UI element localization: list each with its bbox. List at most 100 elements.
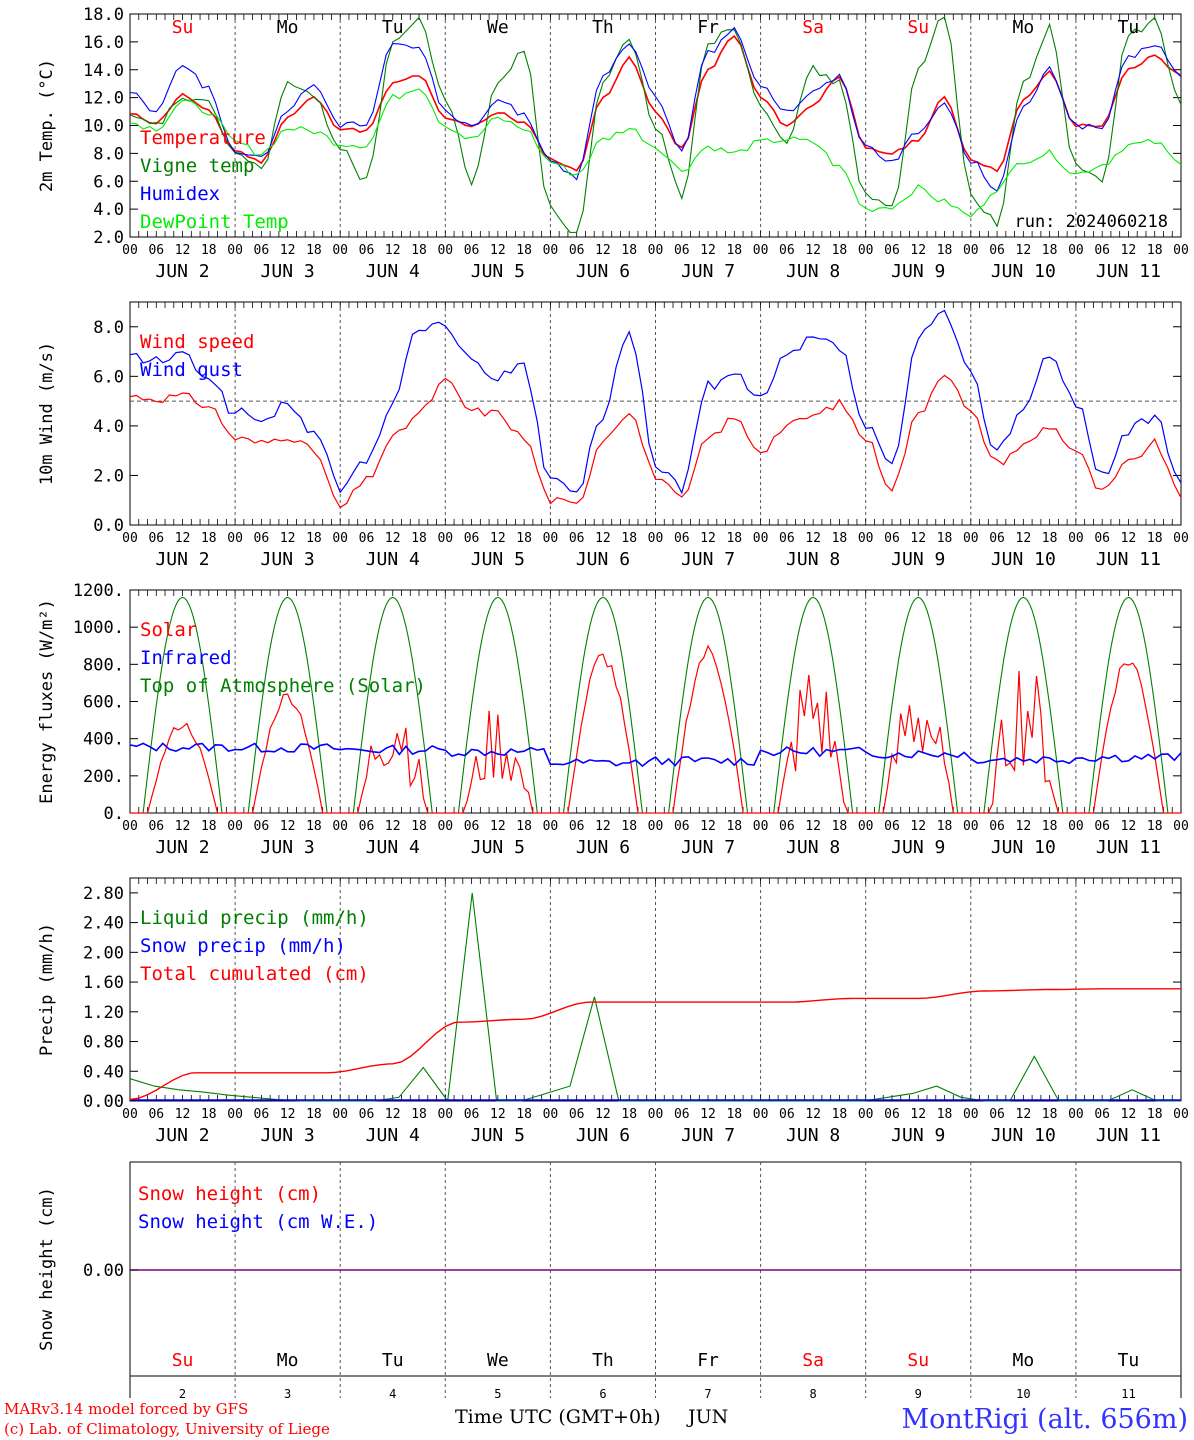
- hour-tick-label: 18: [937, 243, 953, 258]
- hour-tick-label: 12: [910, 531, 926, 546]
- hour-tick-label: 06: [254, 819, 270, 834]
- hour-tick-label: 12: [595, 531, 611, 546]
- weekday-label: Fr: [697, 1350, 719, 1371]
- series-wind-gust-line: [129, 309, 1182, 495]
- hour-tick-label: 06: [779, 819, 795, 834]
- y-tick-label: 0.80: [83, 1033, 124, 1053]
- y-tick-label: 200.: [83, 767, 124, 787]
- hour-tick-label: 06: [254, 531, 270, 546]
- station-label: MontRigi (alt. 656m): [901, 1404, 1188, 1435]
- x-axis-title: Time UTC (GMT+0h): [455, 1406, 661, 1428]
- legend-entry: Temperature: [140, 127, 266, 149]
- credit-line-1: MARv3.14 model forced by GFS: [4, 1400, 248, 1418]
- legend-entry: Solar: [140, 619, 197, 641]
- hour-tick-label: 00: [332, 1107, 348, 1122]
- hour-tick-label: 12: [805, 531, 821, 546]
- hour-tick-label: 00: [963, 243, 979, 258]
- wind-panel: 00 06 12 18 00 06 12 18 00 06 12 18 00 06 12 18 00 06 12 18…: [37, 301, 1189, 570]
- hour-tick-label: 06: [674, 1107, 690, 1122]
- hour-tick-label: 12: [910, 819, 926, 834]
- y-tick-label: 600.: [83, 693, 124, 713]
- y-axis-label: Energy fluxes (W/m²): [37, 599, 57, 804]
- hour-tick-label: 00: [1068, 531, 1084, 546]
- weekday-label: We: [487, 17, 509, 38]
- credit-line-2: (c) Lab. of Climatology, University of L…: [4, 1420, 330, 1438]
- y-axis-label: Snow height (cm): [37, 1187, 57, 1351]
- hour-tick-label: 00: [858, 531, 874, 546]
- series-solar-line: [130, 644, 1181, 814]
- hour-tick-label: 12: [1121, 531, 1137, 546]
- hour-tick-label: 06: [148, 819, 164, 834]
- hour-tick-label: 12: [490, 1107, 506, 1122]
- date-label: JUN 2: [155, 1125, 209, 1146]
- weekday-label: Mo: [1013, 1350, 1035, 1371]
- hour-tick-label: 12: [700, 243, 716, 258]
- hour-tick-label: 00: [753, 1107, 769, 1122]
- hour-tick-label: 18: [306, 531, 322, 546]
- hour-tick-label: 18: [1147, 819, 1163, 834]
- hour-tick-label: 18: [1147, 1107, 1163, 1122]
- hour-tick-label: 18: [306, 1107, 322, 1122]
- hour-tick-label: 06: [1094, 243, 1110, 258]
- hour-tick-label: 12: [595, 243, 611, 258]
- temperature-panel: 00 06 12 18 00 06 12 18 00 06 12 18 00 06 12 18 00 06 12 18…: [37, 5, 1189, 282]
- date-label: JUN 2: [155, 837, 209, 858]
- hour-tick-label: 00: [858, 819, 874, 834]
- day-number-label: 11: [1121, 1387, 1135, 1401]
- day-number-label: 5: [494, 1387, 501, 1401]
- hour-tick-label: 18: [832, 531, 848, 546]
- hour-tick-label: 06: [1094, 1107, 1110, 1122]
- hour-tick-label: 12: [805, 243, 821, 258]
- hour-tick-label: 06: [884, 243, 900, 258]
- hour-tick-label: 18: [937, 1107, 953, 1122]
- hour-tick-label: 06: [464, 243, 480, 258]
- y-tick-label: 0.40: [83, 1062, 124, 1082]
- date-label: JUN 8: [786, 261, 840, 282]
- hour-tick-label: 00: [1068, 1107, 1084, 1122]
- date-label: JUN 6: [576, 1125, 630, 1146]
- panel-frame: [129, 13, 1182, 238]
- hour-tick-label: 06: [674, 243, 690, 258]
- date-label: JUN 8: [786, 1125, 840, 1146]
- hour-tick-label: 18: [937, 531, 953, 546]
- run-label: run: 2024060218: [1014, 212, 1168, 232]
- series-liquid-precip-line: [129, 892, 1181, 1103]
- hour-tick-label: 00: [648, 243, 664, 258]
- hour-tick-label: 12: [700, 819, 716, 834]
- hour-tick-label: 00: [437, 531, 453, 546]
- weekday-label: Tu: [382, 17, 404, 38]
- weekday-label: Fr: [697, 17, 719, 38]
- legend-entry: Wind speed: [140, 331, 254, 353]
- hour-tick-label: 06: [464, 531, 480, 546]
- hour-tick-label: 06: [359, 243, 375, 258]
- date-label: JUN 11: [1096, 1125, 1161, 1146]
- y-tick-label: 6.0: [93, 367, 124, 387]
- hour-tick-label: 12: [490, 819, 506, 834]
- y-tick-label: 8.0: [93, 318, 124, 338]
- hour-tick-label: 18: [832, 243, 848, 258]
- y-tick-label: 2.0: [93, 466, 124, 486]
- y-tick-label: 12.0: [83, 89, 124, 109]
- hour-tick-label: 12: [490, 243, 506, 258]
- hour-tick-label: 06: [359, 1107, 375, 1122]
- weekday-label: We: [487, 1350, 509, 1371]
- energy-panel: 00 06 12 18 00 06 12 18 00 06 12 18 00 06 12 18 00 06 12 18…: [37, 581, 1189, 858]
- hour-tick-label: 18: [411, 1107, 427, 1122]
- date-label: JUN 6: [576, 837, 630, 858]
- hour-tick-label: 00: [332, 531, 348, 546]
- date-label: JUN 4: [366, 1125, 420, 1146]
- y-tick-label: 1.60: [83, 973, 124, 993]
- y-tick-label: 0.0: [93, 516, 124, 536]
- hour-tick-label: 06: [464, 819, 480, 834]
- hour-tick-label: 06: [569, 531, 585, 546]
- y-tick-label: 2.00: [83, 943, 124, 963]
- hour-tick-label: 00: [437, 1107, 453, 1122]
- hour-tick-label: 12: [280, 531, 296, 546]
- y-tick-label: 4.0: [93, 200, 124, 220]
- date-label: JUN 7: [681, 549, 735, 570]
- y-tick-label: 2.0: [93, 228, 124, 248]
- hour-tick-label: 06: [254, 1107, 270, 1122]
- weekday-label: Tu: [1118, 1350, 1140, 1371]
- y-tick-label: 1200.: [73, 581, 124, 601]
